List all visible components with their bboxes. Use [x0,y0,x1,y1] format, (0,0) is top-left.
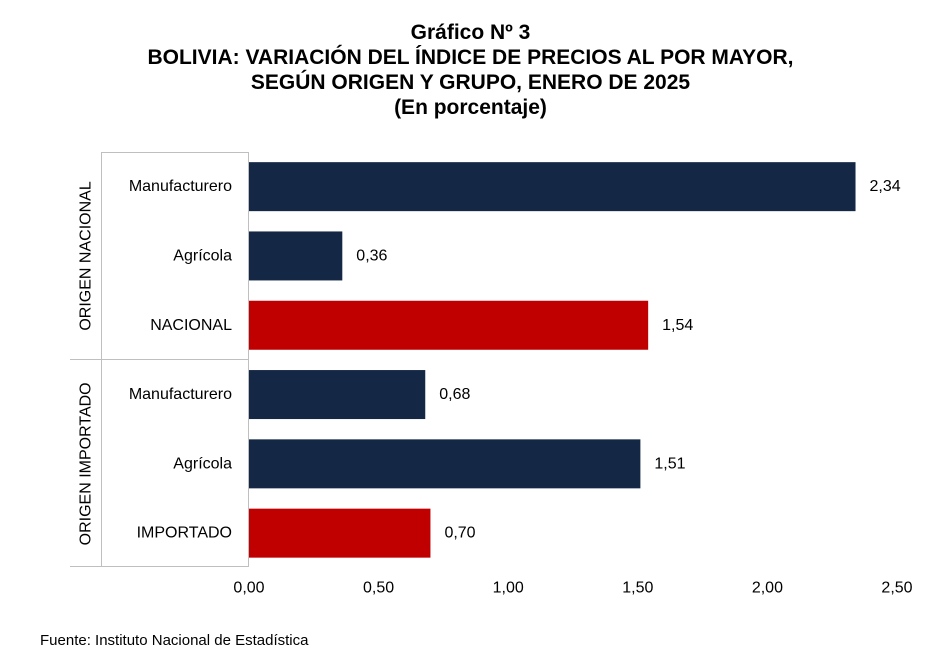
bar [249,439,641,489]
bar [249,231,343,281]
data-label: 1,54 [662,317,693,334]
group-label-importado: ORIGEN IMPORTADO [78,382,95,545]
data-label: 1,51 [654,455,685,472]
category-label: IMPORTADO [137,525,232,542]
category-label: Agrícola [173,455,232,472]
chart-subtitle-line-2: SEGÚN ORIGEN Y GRUPO, ENERO DE 2025 [250,71,691,94]
group-label-nacional: ORIGEN NACIONAL [78,181,95,330]
total-bar [249,508,431,558]
category-label: Manufacturero [129,178,232,195]
chart-title: Gráfico Nº 3 [410,21,531,44]
x-tick-label: 2,50 [881,580,912,597]
category-label: NACIONAL [150,317,232,334]
x-tick-label: 0,50 [363,580,394,597]
data-label: 0,36 [356,247,387,264]
x-tick-label: 1,00 [493,580,524,597]
category-label: Agrícola [173,247,232,264]
chart-unit: (En porcentaje) [394,96,547,119]
source-note: Fuente: Instituto Nacional de Estadístic… [40,632,309,649]
x-tick-label: 0,00 [233,580,264,597]
data-label: 2,34 [870,178,901,195]
data-label: 0,70 [444,525,475,542]
x-tick-label: 2,00 [752,580,783,597]
category-label: Manufacturero [129,386,232,403]
x-tick-label: 1,50 [622,580,653,597]
bar-chart: ORIGEN NACIONAL Manufacturero 2,34 Agrícola… [70,152,913,597]
data-label: 0,68 [439,386,470,403]
total-bar [249,300,649,350]
bar [249,162,856,212]
bar [249,370,426,420]
chart-subtitle-line-1: BOLIVIA: VARIACIÓN DEL ÍNDICE DE PRECIOS… [147,46,794,69]
